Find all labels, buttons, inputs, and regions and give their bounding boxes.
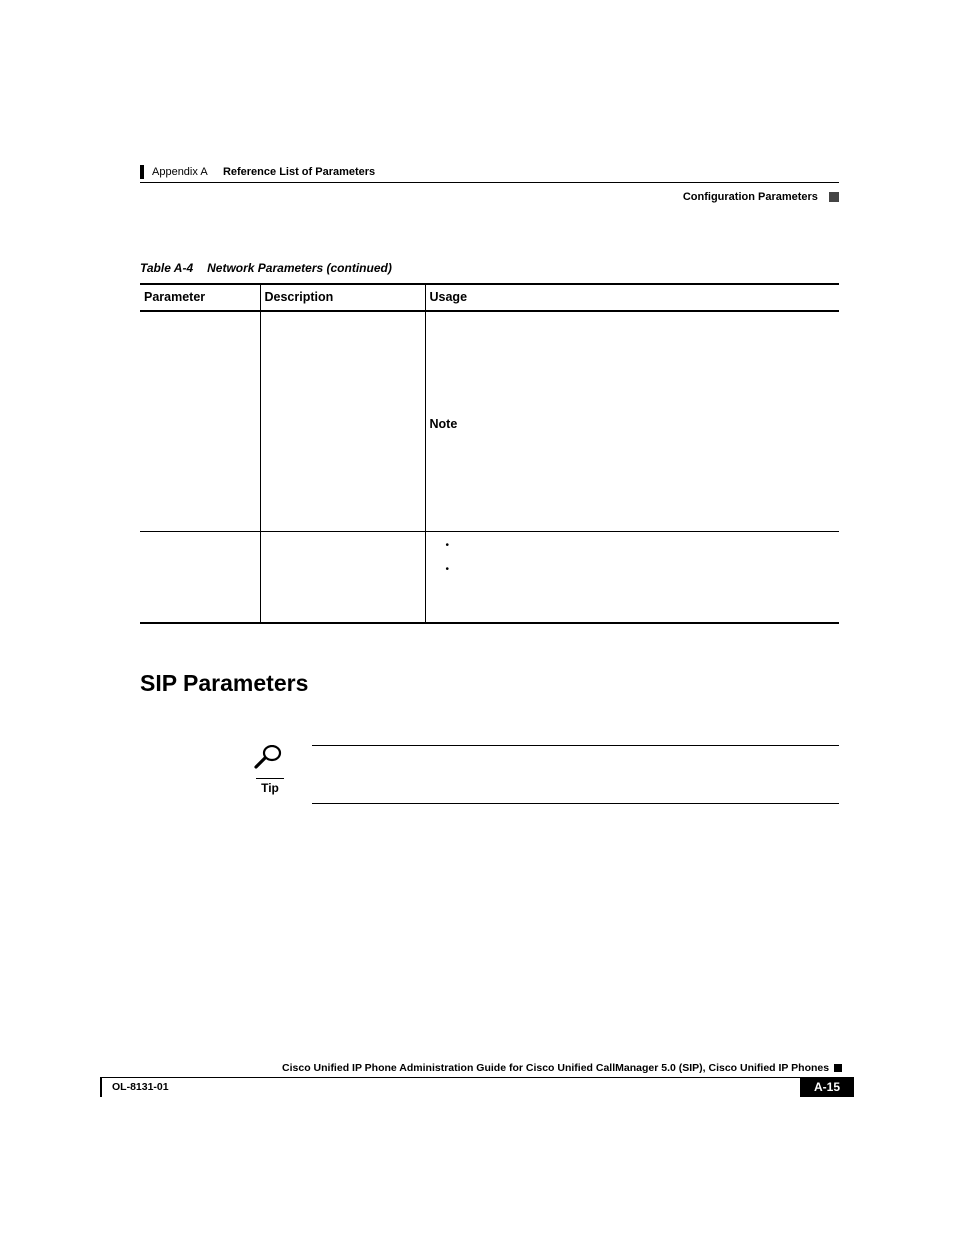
cell-description — [260, 531, 425, 623]
header-title: Reference List of Parameters — [223, 166, 375, 178]
table-caption: Table A-4 Network Parameters (continued) — [140, 261, 839, 275]
cell-usage: • • — [425, 531, 839, 623]
tip-block: Tip — [140, 745, 839, 804]
note-label: Note — [430, 417, 458, 431]
col-header-description: Description — [260, 284, 425, 311]
section-name: Configuration Parameters — [683, 191, 818, 203]
tip-icon — [254, 745, 284, 776]
running-header: Appendix A Reference List of Parameters — [140, 165, 839, 183]
table-row: Note — [140, 311, 839, 531]
footer-marker-icon — [834, 1064, 842, 1072]
col-header-parameter: Parameter — [140, 284, 260, 311]
parameters-table: Parameter Description Usage Note • • — [140, 283, 839, 624]
table-number: Table A-4 — [140, 261, 193, 275]
footer-doc-number: OL-8131-01 — [100, 1077, 175, 1097]
tip-label: Tip — [256, 778, 284, 795]
tip-body — [312, 746, 839, 804]
table-caption-text: Network Parameters (continued) — [207, 261, 392, 275]
cell-usage: Note — [425, 311, 839, 531]
bullet-icon: • — [446, 540, 450, 551]
footer-page-number: A-15 — [800, 1077, 854, 1097]
col-header-usage: Usage — [425, 284, 839, 311]
cell-parameter — [140, 531, 260, 623]
section-subheader: Configuration Parameters — [140, 191, 839, 203]
appendix-label: Appendix A — [152, 166, 208, 178]
section-heading: SIP Parameters — [140, 670, 839, 697]
page-footer: Cisco Unified IP Phone Administration Gu… — [100, 1062, 854, 1097]
cell-parameter — [140, 311, 260, 531]
bullet-icon: • — [446, 564, 450, 575]
cell-description — [260, 311, 425, 531]
section-marker-icon — [829, 192, 839, 202]
header-marker — [140, 165, 144, 179]
header-text: Appendix A Reference List of Parameters — [152, 166, 375, 182]
footer-book-title: Cisco Unified IP Phone Administration Gu… — [100, 1062, 854, 1077]
table-row: • • — [140, 531, 839, 623]
